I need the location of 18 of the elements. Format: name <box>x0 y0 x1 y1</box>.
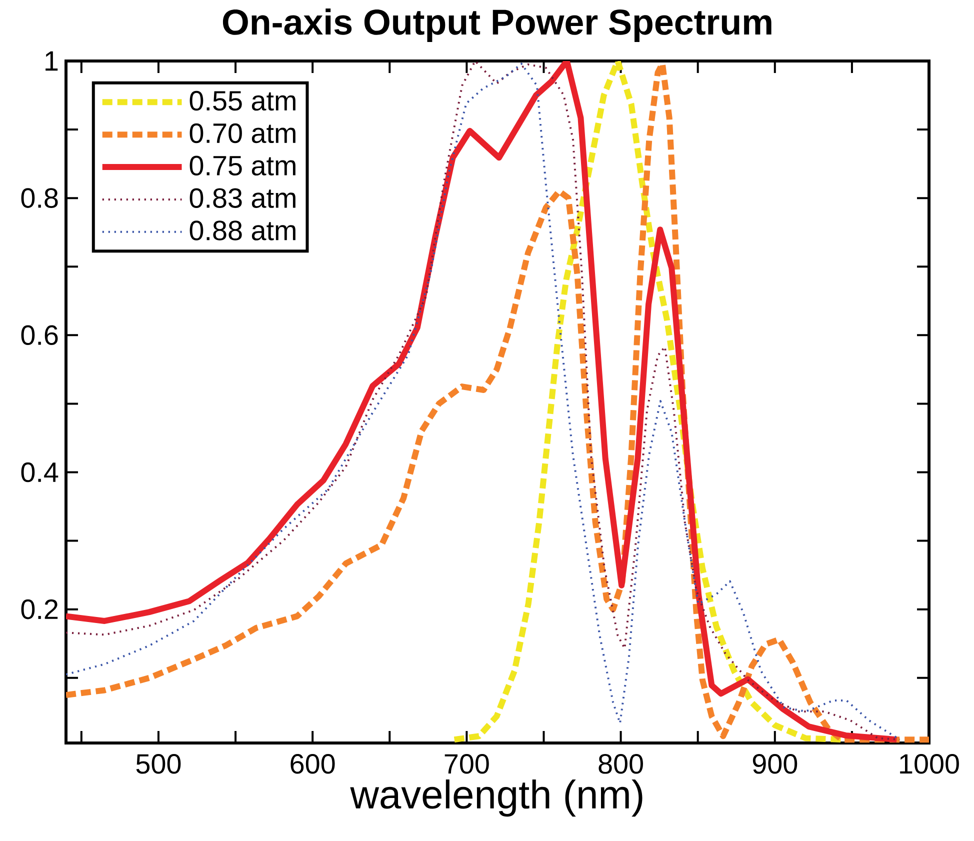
y-tick-label: 0.6 <box>21 325 58 346</box>
legend-label: 0.83 atm <box>190 188 296 208</box>
x-tick-label: 900 <box>752 754 798 774</box>
y-tick-label: 0.8 <box>21 188 58 208</box>
x-tick-label: 700 <box>444 754 489 774</box>
x-axis-title: wavelength (nm) <box>350 779 642 817</box>
legend-label: 0.55 atm <box>190 90 296 111</box>
x-tick-label: 500 <box>136 754 181 774</box>
y-tick-label: 1 <box>46 51 58 71</box>
x-tick-label: 1000 <box>900 754 959 774</box>
x-tick-label: 800 <box>598 754 643 774</box>
x-tick-label: 600 <box>290 754 335 774</box>
chart-title: On-axis Output Power Spectrum <box>222 8 772 42</box>
y-tick-label: 0.2 <box>21 599 58 620</box>
legend-label: 0.75 atm <box>190 156 296 176</box>
legend-label: 0.70 atm <box>190 123 296 144</box>
y-tick-label: 0.4 <box>21 462 58 482</box>
legend-label: 0.88 atm <box>190 220 296 240</box>
